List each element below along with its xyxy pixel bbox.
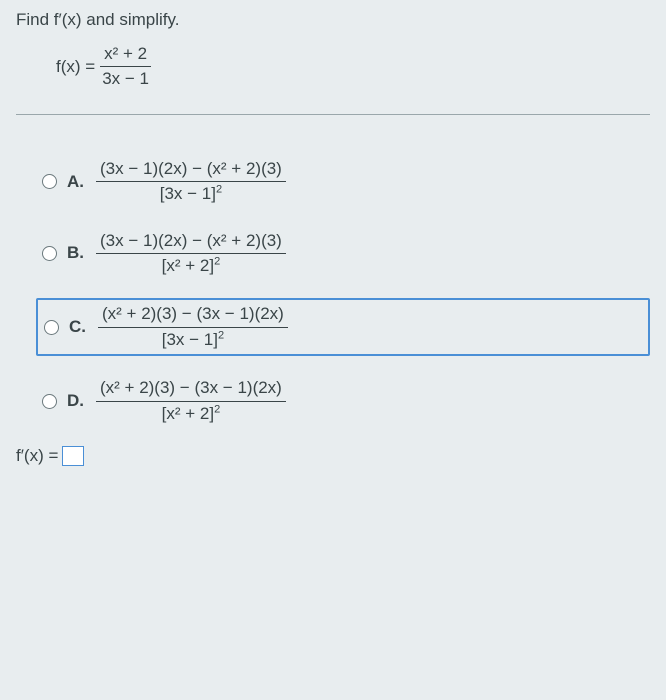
option-c-expr: (x² + 2)(3) − (3x − 1)(2x) [3x − 1]2 — [95, 304, 291, 350]
radio-c[interactable] — [44, 320, 59, 335]
radio-a[interactable] — [42, 174, 57, 189]
option-a[interactable]: A. (3x − 1)(2x) − (x² + 2)(3) [3x − 1]2 — [36, 155, 650, 209]
func-denominator: 3x − 1 — [98, 67, 153, 89]
function-definition: f(x) = x² + 2 3x − 1 — [56, 44, 650, 90]
answer-input[interactable] — [62, 446, 84, 466]
radio-b[interactable] — [42, 246, 57, 261]
option-d[interactable]: D. (x² + 2)(3) − (3x − 1)(2x) [x² + 2]2 — [36, 374, 650, 428]
question-prompt: Find f′(x) and simplify. — [16, 10, 650, 30]
func-lhs: f(x) = — [56, 57, 95, 77]
option-b-expr: (3x − 1)(2x) − (x² + 2)(3) [x² + 2]2 — [93, 231, 289, 277]
radio-d[interactable] — [42, 394, 57, 409]
divider — [16, 114, 650, 115]
options-group: A. (3x − 1)(2x) − (x² + 2)(3) [3x − 1]2 … — [16, 155, 650, 428]
question-page: Find f′(x) and simplify. f(x) = x² + 2 3… — [0, 0, 666, 700]
option-b-label: B. — [67, 243, 93, 263]
option-a-label: A. — [67, 172, 93, 192]
func-numerator: x² + 2 — [100, 44, 151, 67]
option-c-label: C. — [69, 317, 95, 337]
option-c[interactable]: C. (x² + 2)(3) − (3x − 1)(2x) [3x − 1]2 — [36, 298, 650, 356]
option-d-label: D. — [67, 391, 93, 411]
option-a-expr: (3x − 1)(2x) − (x² + 2)(3) [3x − 1]2 — [93, 159, 289, 205]
func-fraction: x² + 2 3x − 1 — [98, 44, 153, 90]
answer-row: f′(x) = — [16, 446, 650, 466]
answer-lhs: f′(x) = — [16, 446, 58, 466]
option-d-expr: (x² + 2)(3) − (3x − 1)(2x) [x² + 2]2 — [93, 378, 289, 424]
option-b[interactable]: B. (3x − 1)(2x) − (x² + 2)(3) [x² + 2]2 — [36, 227, 650, 281]
